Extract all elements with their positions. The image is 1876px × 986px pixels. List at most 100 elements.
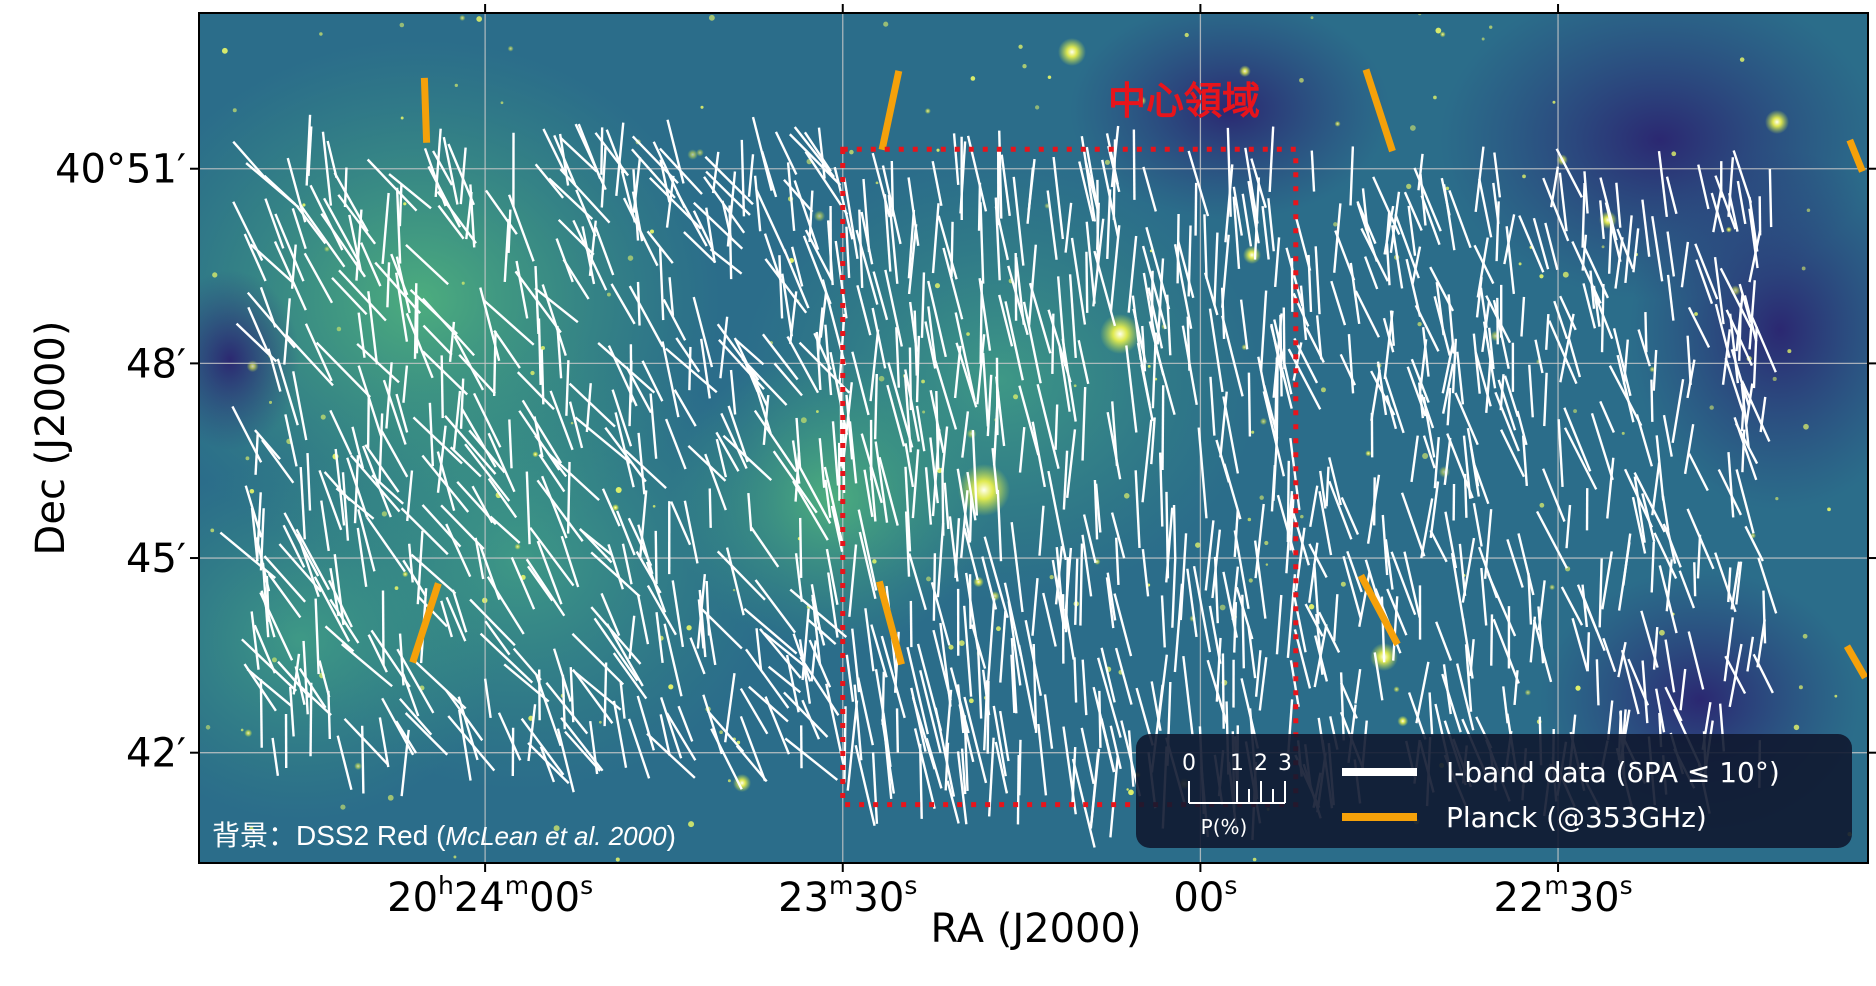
iband-vector (367, 291, 379, 365)
iband-vector (514, 270, 562, 334)
iband-vector (851, 351, 870, 416)
x-axis-label: RA (J2000) (930, 906, 1141, 952)
iband-vector (924, 321, 937, 369)
iband-vector (1487, 327, 1495, 370)
iband-vector (1679, 668, 1687, 711)
iband-vector (759, 628, 802, 679)
iband-vector (636, 593, 650, 645)
iband-vector (1710, 192, 1725, 233)
iband-vector (1275, 594, 1283, 655)
iband-vector (979, 202, 985, 284)
iband-vector (385, 362, 393, 429)
iband-vector (916, 643, 943, 732)
star (1621, 431, 1625, 435)
iband-vector (687, 444, 727, 482)
iband-vector (755, 188, 787, 254)
iband-vector (825, 548, 839, 605)
iband-vector (508, 419, 513, 469)
iband-vector (711, 151, 720, 194)
iband-vector (791, 440, 801, 484)
iband-vector (1160, 595, 1166, 648)
iband-vector (1474, 351, 1492, 407)
star (708, 14, 715, 21)
iband-vector (413, 283, 418, 359)
x-tick-label: 20h24m00s (387, 871, 593, 922)
iband-vector (824, 324, 833, 396)
iband-vector (821, 279, 847, 366)
iband-vector (402, 559, 428, 598)
iband-vector (1419, 174, 1427, 226)
iband-vector (451, 589, 468, 633)
iband-vector (1565, 504, 1572, 549)
iband-vector (696, 573, 707, 649)
iband-vector (1506, 539, 1524, 588)
iband-vector (871, 752, 879, 824)
iband-vector (259, 592, 294, 661)
iband-vector (1740, 380, 1771, 442)
star (1137, 96, 1147, 106)
star (476, 16, 483, 22)
iband-vector (341, 472, 350, 541)
iband-vector (366, 158, 418, 212)
iband-vector (525, 558, 566, 617)
iband-vector (1056, 276, 1067, 367)
iband-vector (483, 678, 492, 719)
star (615, 486, 622, 493)
star (996, 626, 1001, 632)
planck-vector (878, 70, 903, 151)
iband-vector (259, 679, 263, 748)
star (966, 428, 977, 439)
star (1334, 120, 1341, 127)
iband-vector (930, 582, 951, 646)
iband-vector (1687, 631, 1705, 690)
iband-vector (271, 737, 280, 776)
iband-vector (472, 392, 502, 448)
iband-vector (621, 543, 633, 585)
iband-vector (754, 579, 797, 634)
iband-vector (1105, 577, 1115, 629)
iband-vector (305, 114, 312, 186)
iband-vector (1181, 325, 1198, 406)
iband-vector (276, 358, 299, 426)
iband-vector (601, 488, 621, 527)
iband-vector (991, 447, 999, 495)
central-region (840, 146, 1299, 808)
star (849, 149, 854, 155)
iband-vector (1221, 653, 1225, 729)
iband-vector (263, 555, 307, 603)
iband-vector (1224, 164, 1234, 243)
iband-vector (983, 536, 1009, 619)
iband-vector (1051, 313, 1055, 374)
iband-vector (357, 508, 376, 572)
iband-vector (436, 451, 456, 512)
iband-vector (564, 730, 602, 772)
iband-vector (624, 449, 667, 490)
iband-vector (750, 370, 772, 434)
iband-vector (906, 646, 929, 735)
iband-vector (1441, 673, 1462, 733)
iband-vector (1058, 347, 1071, 412)
iband-vector (313, 576, 351, 642)
iband-vector (427, 165, 462, 228)
iband-vector (1492, 182, 1500, 225)
iband-vector (274, 213, 305, 282)
iband-vector (1615, 182, 1622, 228)
iband-vector (571, 632, 625, 686)
iband-vector (378, 717, 390, 768)
iband-vector (1472, 502, 1483, 547)
iband-vector (904, 369, 921, 442)
iband-vector (740, 139, 746, 217)
iband-vector (456, 481, 497, 526)
iband-vector (924, 467, 933, 525)
iband-vector (464, 443, 511, 502)
iband-vector (729, 369, 737, 415)
iband-vector (846, 700, 859, 791)
star (1422, 453, 1429, 460)
iband-vector (724, 673, 736, 743)
iband-vector (641, 360, 664, 402)
iband-vector (1666, 231, 1676, 277)
iband-vector (292, 371, 308, 441)
iband-vector (903, 374, 912, 453)
iband-vector (819, 291, 828, 338)
star (514, 543, 521, 550)
